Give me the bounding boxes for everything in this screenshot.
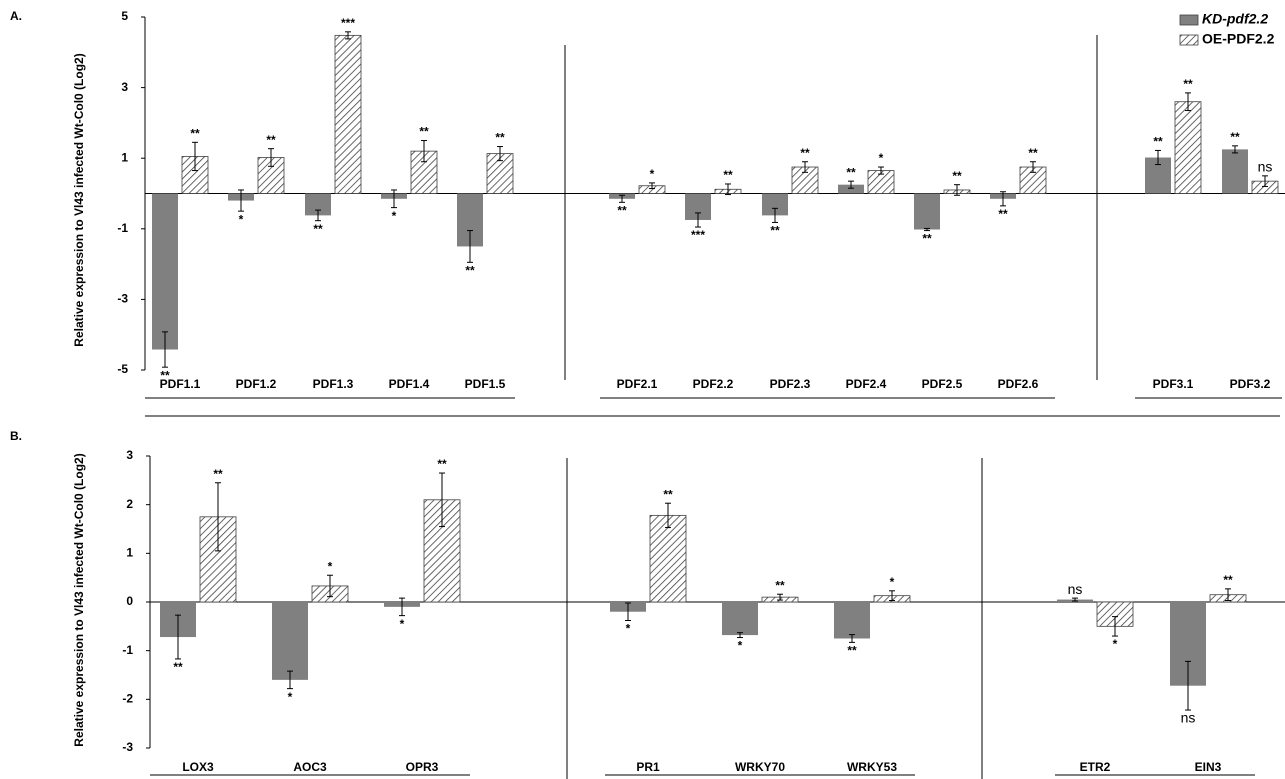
significance-label: *	[400, 617, 405, 631]
significance-label: **	[1028, 146, 1038, 160]
legend-label: KD-pdf2.2	[1202, 11, 1268, 27]
x-tick-label: PDF1.4	[389, 377, 430, 391]
x-tick-label: PDF1.3	[313, 377, 354, 391]
bar	[305, 193, 331, 216]
y-tick-label: 5	[121, 9, 128, 23]
x-tick-label: PR1	[636, 760, 660, 774]
significance-label: *	[1113, 637, 1118, 651]
significance-label: **	[998, 207, 1008, 221]
significance-label: **	[213, 467, 223, 481]
bar	[838, 184, 864, 194]
y-tick-label: 1	[126, 546, 133, 560]
significance-label: ***	[691, 228, 705, 242]
significance-label: **	[846, 165, 856, 179]
x-tick-label: PDF1.5	[465, 377, 506, 391]
bar	[649, 514, 687, 603]
y-tick-label: 0	[126, 594, 133, 608]
x-tick-label: PDF1.2	[236, 377, 277, 391]
significance-label: **	[437, 457, 447, 471]
bar	[914, 193, 940, 230]
significance-label: **	[663, 487, 673, 501]
y-axis-label: Relative expression to Vl43 infected Wt-…	[72, 453, 86, 746]
y-tick-label: -1	[122, 643, 133, 657]
x-tick-label: WRKY70	[735, 760, 785, 774]
y-tick-label: -1	[117, 221, 128, 235]
x-tick-label: LOX3	[182, 760, 214, 774]
significance-label: **	[775, 578, 785, 592]
y-tick-label: -3	[122, 740, 133, 754]
significance-label: **	[190, 126, 200, 140]
x-tick-label: PDF3.2	[1230, 377, 1271, 391]
bar	[1174, 101, 1202, 194]
significance-label: **	[770, 224, 780, 238]
x-tick-label: EIN3	[1195, 760, 1222, 774]
significance-label: **	[1223, 573, 1233, 587]
significance-label: **	[1183, 77, 1193, 91]
bar	[722, 602, 758, 636]
bar	[334, 34, 362, 194]
legend-swatch	[1179, 34, 1199, 46]
bar	[272, 602, 308, 680]
x-tick-label: PDF2.1	[617, 377, 658, 391]
significance-label: *	[239, 212, 244, 226]
y-tick-label: 3	[126, 448, 133, 462]
significance-label: *	[879, 151, 884, 165]
significance-label: **	[465, 264, 475, 278]
significance-label: **	[952, 169, 962, 183]
panel-label: B.	[10, 429, 22, 443]
y-tick-label: 2	[126, 497, 133, 511]
legend-label: OE-PDF2.2	[1202, 31, 1275, 47]
x-tick-label: AOC3	[293, 760, 327, 774]
significance-label: **	[419, 125, 429, 139]
y-tick-label: -5	[117, 362, 128, 376]
significance-label: **	[723, 168, 733, 182]
significance-label: *	[328, 559, 333, 573]
x-tick-label: PDF2.5	[922, 377, 963, 391]
x-tick-label: PDF3.1	[1153, 377, 1194, 391]
y-tick-label: -3	[117, 292, 128, 306]
y-tick-label: 1	[121, 150, 128, 164]
bar	[762, 193, 788, 216]
significance-label: *	[626, 622, 631, 636]
significance-label: **	[1230, 130, 1240, 144]
significance-label: **	[313, 222, 323, 236]
significance-label: **	[1153, 135, 1163, 149]
x-tick-label: OPR3	[406, 760, 439, 774]
x-tick-label: PDF2.6	[998, 377, 1039, 391]
significance-label: **	[495, 131, 505, 145]
significance-label: **	[800, 146, 810, 160]
y-tick-label: 3	[121, 80, 128, 94]
x-tick-label: PDF2.4	[846, 377, 887, 391]
significance-label: *	[392, 209, 397, 223]
significance-label: **	[160, 368, 170, 382]
y-tick-label: -2	[122, 692, 133, 706]
x-tick-label: PDF2.2	[693, 377, 734, 391]
significance-label: **	[847, 644, 857, 658]
significance-label: **	[922, 232, 932, 246]
legend-swatch	[1179, 14, 1199, 26]
x-tick-label: ETR2	[1080, 760, 1111, 774]
significance-label: **	[173, 660, 183, 674]
bar	[1222, 149, 1248, 194]
significance-label: ns	[1068, 581, 1083, 597]
significance-label: **	[266, 133, 276, 147]
significance-label: ns	[1258, 159, 1273, 175]
significance-label: **	[617, 203, 627, 217]
x-tick-label: WRKY53	[847, 760, 897, 774]
panel-label: A.	[10, 9, 22, 23]
bar	[152, 193, 178, 350]
y-axis-label: Relative expression to Vl43 infected Wt-…	[72, 53, 86, 346]
significance-label: *	[288, 690, 293, 704]
significance-label: *	[650, 167, 655, 181]
significance-label: *	[738, 639, 743, 653]
x-tick-label: PDF2.3	[770, 377, 811, 391]
bar	[834, 602, 870, 639]
significance-label: ns	[1181, 710, 1196, 726]
significance-label: ***	[341, 16, 355, 30]
x-tick-label: PDF1.1	[160, 377, 201, 391]
significance-label: *	[890, 575, 895, 589]
